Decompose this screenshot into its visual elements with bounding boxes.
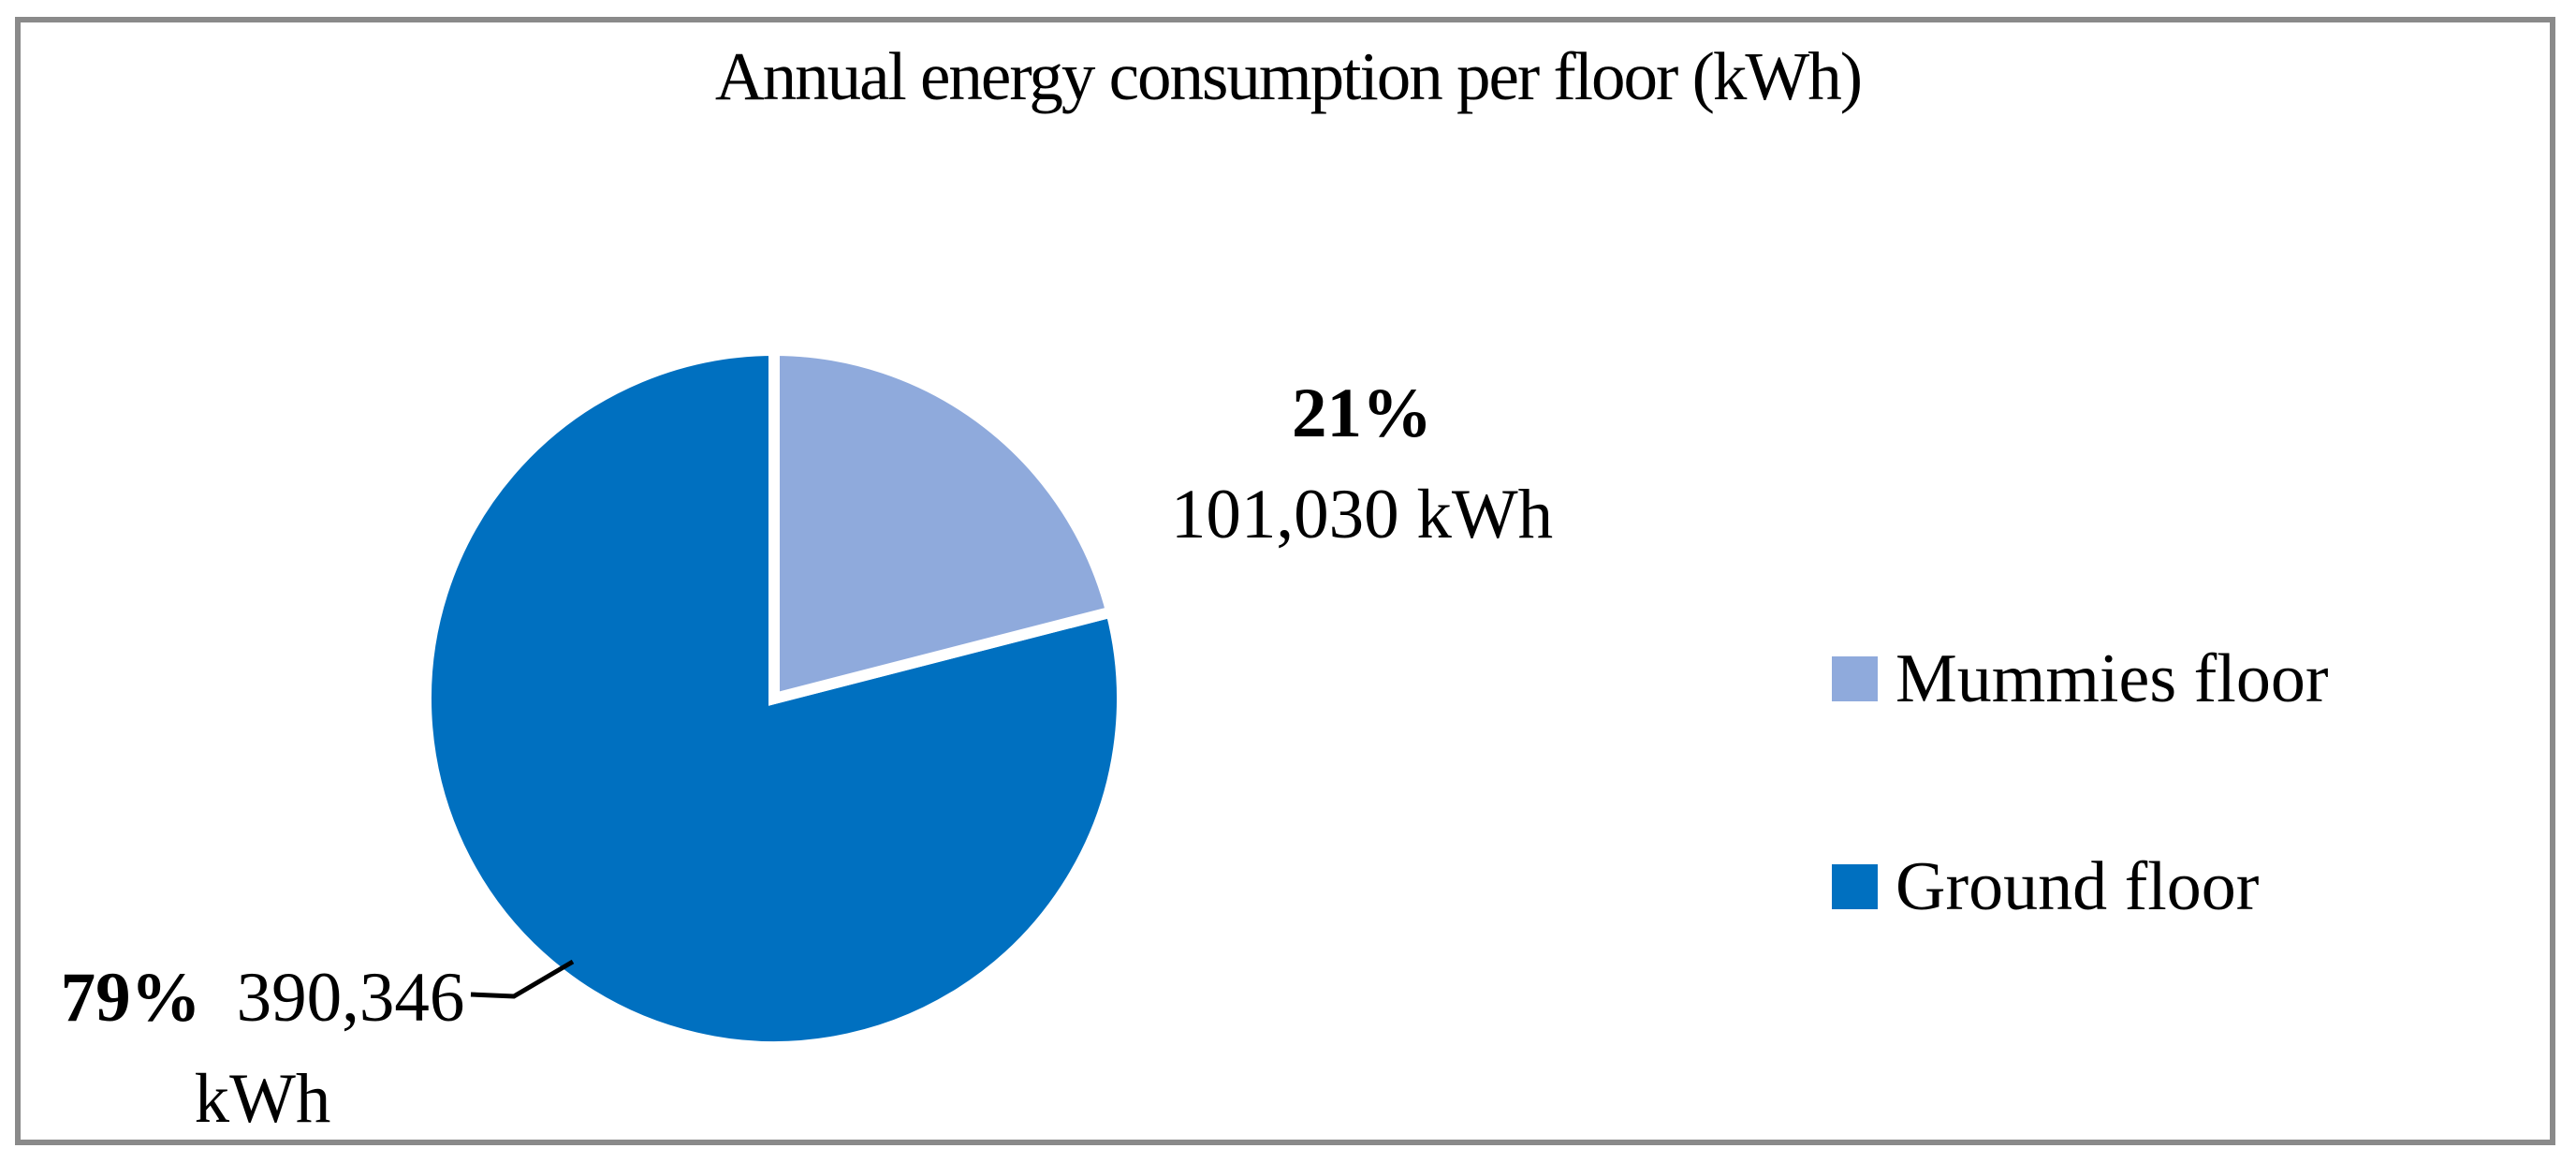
chart-title: Annual energy consumption per floor (kWh… xyxy=(714,38,1863,114)
mummies-value-label: 101,030 kWh xyxy=(1170,476,1554,553)
legend-item-mummies-floor: Mummies floor xyxy=(1832,644,2328,714)
legend-label-ground: Ground floor xyxy=(1895,848,2260,925)
data-label-mummies-floor: 21% 101,030 kWh xyxy=(1081,363,1643,566)
chart-frame xyxy=(15,17,2555,1145)
pie-slice-ground-floor xyxy=(420,344,1128,1053)
legend-item-ground-floor: Ground floor xyxy=(1832,852,2259,921)
legend-swatch-mummies-icon xyxy=(1832,656,1878,701)
ground-unit-label: kWh xyxy=(194,1060,331,1138)
ground-percent-value-line: 79% 390,346 xyxy=(7,948,518,1049)
mummies-percent-label: 21% xyxy=(1292,375,1432,452)
data-label-ground-floor: 79% 390,346 kWh xyxy=(7,948,518,1150)
legend-swatch-ground-icon xyxy=(1832,864,1878,909)
pie-slice-mummies-floor xyxy=(768,344,1119,706)
legend-label-mummies: Mummies floor xyxy=(1895,640,2329,717)
ground-percent-label: 79% xyxy=(60,959,201,1037)
ground-value-label: 390,346 xyxy=(236,959,465,1037)
leader-line xyxy=(470,959,575,999)
